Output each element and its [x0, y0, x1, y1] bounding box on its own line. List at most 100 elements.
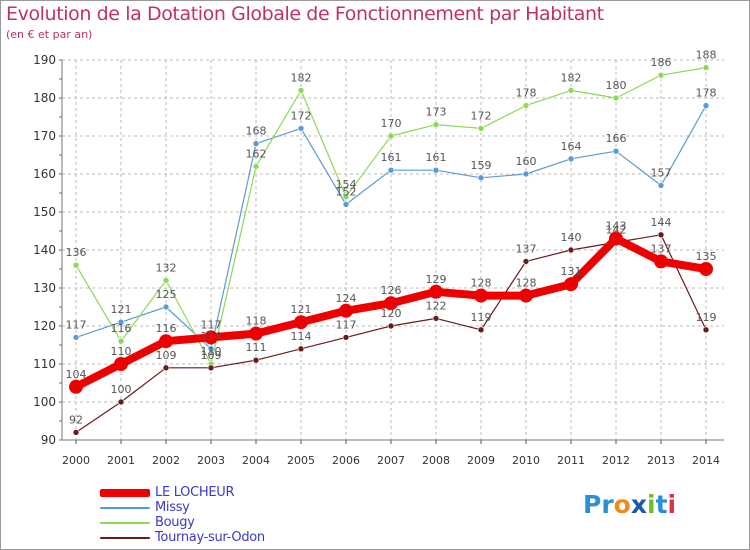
data-label: 166 — [606, 132, 627, 145]
y-tick-label: 190 — [33, 53, 56, 67]
data-label: 170 — [381, 117, 402, 130]
data-label: 178 — [516, 87, 537, 100]
x-tick-label: 2010 — [512, 454, 540, 467]
x-tick-label: 2014 — [692, 454, 720, 467]
data-label: 114 — [201, 330, 222, 343]
data-point — [297, 125, 305, 132]
data-point — [252, 140, 260, 147]
data-label: 135 — [696, 250, 717, 263]
x-tick-label: 2006 — [332, 454, 360, 467]
data-point — [609, 231, 623, 246]
y-tick-label: 90 — [41, 433, 56, 447]
data-label: 129 — [426, 273, 447, 286]
data-label: 132 — [156, 261, 177, 274]
legend-swatch — [100, 522, 150, 524]
data-label: 144 — [651, 216, 672, 229]
data-label: 188 — [696, 49, 717, 62]
data-label: 173 — [426, 106, 447, 119]
data-point — [387, 132, 395, 140]
data-point — [522, 102, 530, 109]
data-label: 143 — [606, 220, 627, 233]
data-point — [162, 277, 170, 284]
chart-title: Evolution de la Dotation Globale de Fonc… — [6, 3, 604, 25]
data-label: 137 — [516, 242, 537, 255]
data-label: 126 — [381, 284, 402, 297]
data-label: 104 — [66, 368, 87, 381]
y-tick-label: 110 — [33, 357, 56, 371]
data-point — [384, 296, 398, 311]
legend-label: Tournay-sur-Odon — [155, 530, 265, 545]
data-label: 114 — [291, 330, 312, 343]
data-label: 160 — [516, 155, 537, 168]
data-label: 118 — [246, 315, 267, 328]
data-point — [477, 326, 485, 334]
data-point — [567, 87, 575, 94]
data-point — [699, 262, 713, 276]
logo-letter: P — [583, 490, 602, 519]
data-label: 136 — [66, 246, 87, 259]
data-point — [339, 303, 353, 318]
data-point — [342, 193, 350, 201]
data-label: 109 — [156, 349, 177, 362]
data-point — [342, 201, 350, 208]
y-tick-label: 180 — [33, 91, 56, 105]
data-point — [72, 334, 80, 341]
logo-letter: x — [630, 490, 647, 519]
data-point — [204, 330, 218, 345]
data-label: 119 — [696, 311, 717, 324]
data-point — [612, 147, 620, 155]
data-label: 140 — [561, 231, 582, 244]
data-point — [252, 163, 260, 170]
data-label: 128 — [516, 277, 537, 290]
data-point — [567, 246, 575, 254]
data-label: 117 — [66, 318, 87, 331]
data-label: 117 — [201, 318, 222, 331]
data-label: 116 — [111, 322, 132, 335]
data-point — [432, 166, 440, 174]
data-label: 172 — [291, 109, 312, 122]
x-tick-label: 2005 — [287, 454, 315, 467]
data-label: 92 — [69, 413, 83, 426]
data-label: 111 — [246, 341, 267, 354]
data-point — [702, 102, 710, 109]
data-label: 116 — [156, 322, 177, 335]
data-point — [519, 288, 533, 303]
data-point — [249, 326, 263, 341]
data-label: 117 — [336, 318, 357, 331]
data-point — [162, 303, 170, 311]
data-point — [117, 398, 125, 406]
data-label: 178 — [696, 87, 717, 100]
legend-swatch — [100, 537, 150, 539]
data-label: 137 — [651, 242, 672, 255]
data-label: 110 — [111, 345, 132, 358]
x-tick-label: 2001 — [107, 454, 135, 467]
data-point — [117, 337, 125, 345]
x-tick-label: 2002 — [152, 454, 180, 467]
data-point — [432, 121, 440, 128]
data-point — [657, 182, 665, 189]
data-point — [477, 174, 485, 182]
logo-letter: i — [667, 490, 677, 519]
data-label: 154 — [336, 178, 357, 191]
data-point — [117, 318, 125, 326]
data-point — [702, 326, 710, 334]
logo-letter: i — [647, 490, 656, 519]
x-tick-label: 2003 — [197, 454, 225, 467]
data-label: 186 — [651, 56, 672, 69]
y-tick-label: 120 — [33, 319, 56, 333]
data-label: 109 — [201, 349, 222, 362]
data-point — [702, 64, 710, 71]
data-label: 100 — [111, 383, 132, 396]
data-point — [387, 322, 395, 330]
data-label: 119 — [471, 311, 492, 324]
data-point — [252, 356, 260, 364]
data-point — [612, 94, 620, 102]
legend-swatch — [100, 507, 150, 509]
data-point — [297, 345, 305, 353]
data-label: 162 — [246, 147, 267, 160]
data-label: 168 — [246, 125, 267, 138]
data-point — [207, 364, 215, 372]
logo-letter: o — [613, 490, 631, 519]
x-tick-label: 2000 — [62, 454, 90, 467]
data-point — [387, 166, 395, 174]
